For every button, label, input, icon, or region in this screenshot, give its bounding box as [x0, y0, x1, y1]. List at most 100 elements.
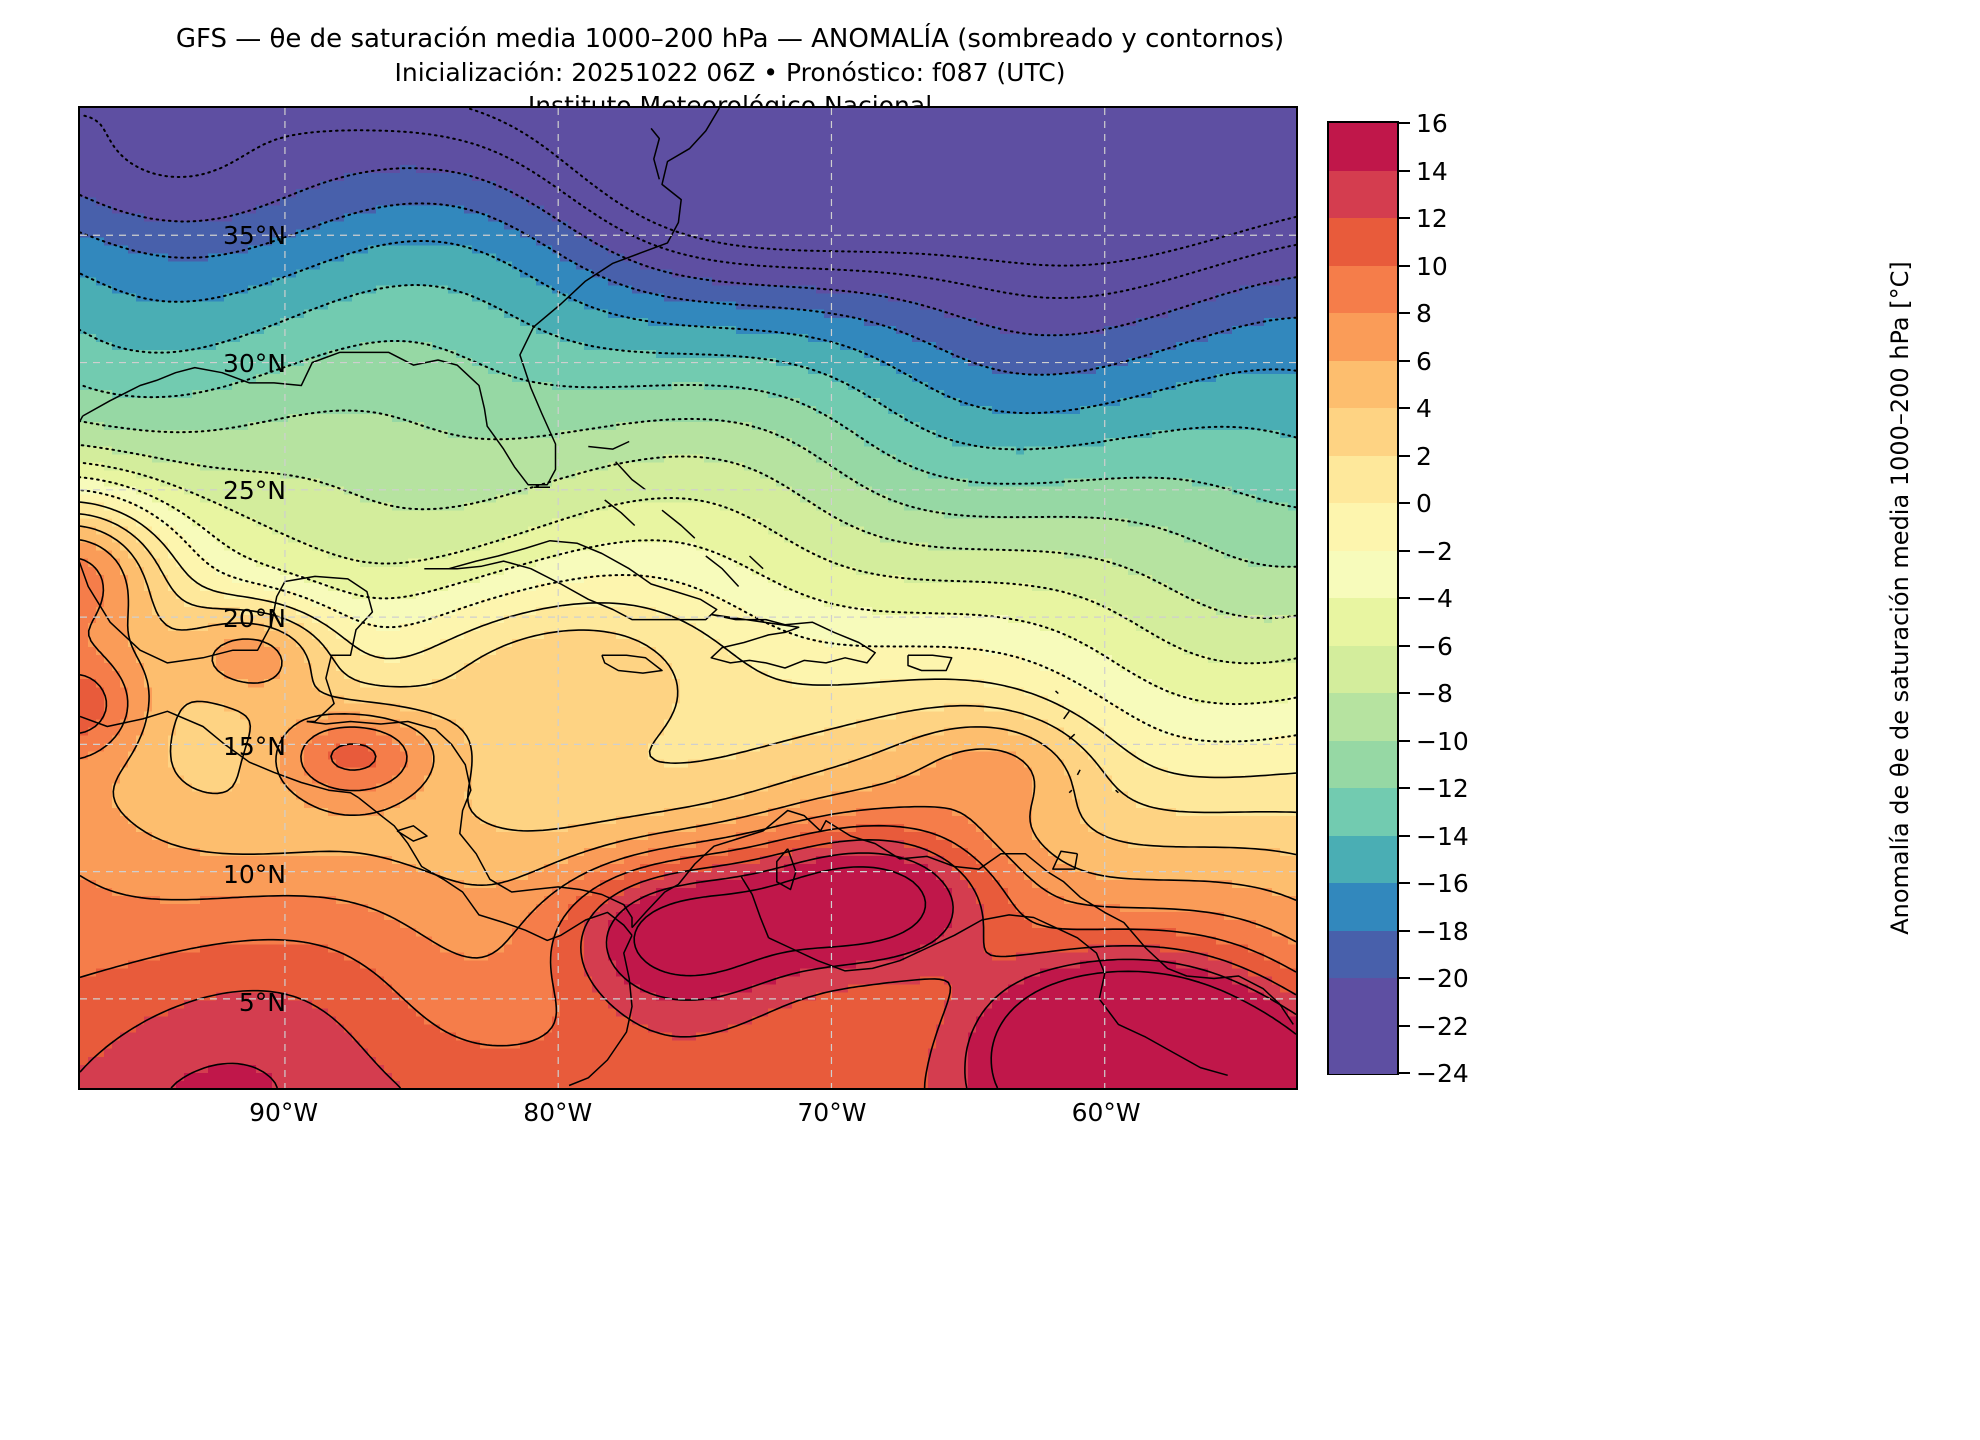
- colorbar-tick-label: 8: [1416, 299, 1432, 328]
- colorbar-tick-label: −12: [1416, 774, 1469, 803]
- colorbar-tick-mark: [1399, 169, 1410, 172]
- coastline: [568, 934, 633, 1087]
- colorbar-tick-mark: [1399, 597, 1410, 599]
- colorbar-segment: [1329, 313, 1397, 362]
- coastline: [1068, 789, 1073, 794]
- positive-contour: [80, 539, 1296, 901]
- coastline: [768, 914, 1228, 1077]
- negative-contour: [80, 489, 1296, 743]
- coastline: [1076, 769, 1081, 776]
- figure-title-block: GFS — θe de saturación media 1000–200 hP…: [0, 22, 1460, 122]
- longitude-tick-label: 80°W: [523, 1098, 593, 1127]
- colorbar-tick-mark: [1399, 502, 1410, 504]
- colorbar-tick-mark: [1399, 217, 1410, 219]
- colorbar-tick-label: −20: [1416, 964, 1469, 993]
- colorbar-tick-label: −4: [1416, 584, 1453, 613]
- coastline: [907, 654, 953, 672]
- colorbar-tick-mark: [1399, 312, 1410, 314]
- colorbar-segment: [1329, 123, 1397, 172]
- colorbar-tick-mark: [1399, 407, 1410, 409]
- latitude-tick-label: 30°N: [222, 348, 286, 378]
- coastline: [1063, 710, 1070, 720]
- colorbar-tick-mark: [1399, 644, 1410, 647]
- positive-contour: [80, 805, 1296, 959]
- positive-contour: [80, 501, 1296, 779]
- colorbar-tick-label: 16: [1416, 109, 1448, 138]
- coastline: [1068, 733, 1076, 740]
- longitude-tick-label: 60°W: [1071, 1098, 1141, 1127]
- coastline: [740, 876, 770, 939]
- colorbar-tick-label: 2: [1416, 441, 1432, 471]
- coastline: [601, 654, 663, 674]
- colorbar-tick-label: −14: [1416, 821, 1469, 851]
- positive-contour: [633, 866, 927, 977]
- latitude-tick-label: 20°N: [222, 604, 286, 634]
- negative-contour: [80, 461, 1296, 665]
- colorbar-segment: [1329, 170, 1397, 219]
- negative-contour: [80, 283, 1296, 451]
- coastline: [80, 561, 374, 723]
- coastline: [306, 720, 633, 928]
- positive-contour: [275, 712, 435, 816]
- coastline: [776, 848, 797, 891]
- colorbar-segment: [1329, 1025, 1397, 1074]
- colorbar-tick-mark: [1399, 739, 1410, 742]
- colorbar-tick-label: −2: [1416, 536, 1453, 566]
- coastline: [1115, 789, 1119, 794]
- positive-contour: [80, 989, 402, 1088]
- colorbar-tick-mark: [1399, 549, 1410, 552]
- longitude-tick-label: 70°W: [797, 1098, 867, 1127]
- negative-contour: [80, 167, 1296, 337]
- colorbar-tick-mark: [1399, 692, 1410, 694]
- colorbar-tick-mark: [1399, 1072, 1410, 1074]
- map-contour-svg: [80, 108, 1296, 1088]
- colorbar-segment: [1329, 883, 1397, 932]
- colorbar-segment: [1329, 218, 1397, 267]
- negative-contour: [80, 240, 1296, 415]
- colorbar-segment: [1329, 978, 1397, 1027]
- latitude-tick-label: 10°N: [222, 859, 286, 889]
- positive-contour: [964, 958, 1296, 1088]
- coastline: [424, 539, 718, 621]
- positive-contour: [80, 558, 129, 760]
- colorbar-segment: [1329, 550, 1397, 599]
- colorbar-segment: [1329, 360, 1397, 409]
- colorbar: [1327, 121, 1399, 1075]
- colorbar-tick-mark: [1399, 454, 1410, 457]
- longitude-tick-label: 90°W: [249, 1098, 319, 1127]
- colorbar-segment: [1329, 645, 1397, 694]
- colorbar-segment: [1329, 930, 1397, 979]
- coastline: [588, 440, 630, 450]
- colorbar-tick-mark: [1399, 834, 1410, 837]
- colorbar-segment: [1329, 835, 1397, 884]
- coastline: [1054, 690, 1059, 695]
- positive-contour: [170, 1062, 279, 1088]
- colorbar-tick-mark: [1399, 977, 1410, 979]
- coastline-layer: [80, 108, 1294, 1087]
- positive-contour: [80, 824, 1296, 1047]
- colorbar-tick-label: −10: [1416, 726, 1469, 756]
- coastline: [604, 499, 636, 527]
- map-plot-area: [78, 106, 1298, 1090]
- contour-lines-layer: [80, 108, 1296, 1088]
- colorbar-tick-label: −22: [1416, 1011, 1469, 1041]
- colorbar-tick-label: 6: [1416, 346, 1432, 376]
- colorbar-tick-mark: [1399, 122, 1410, 124]
- coastline: [650, 127, 661, 180]
- coastline: [710, 613, 876, 669]
- colorbar-segment: [1329, 598, 1397, 647]
- negative-contour: [80, 340, 1296, 509]
- figure-title-line-1: GFS — θe de saturación media 1000–200 hP…: [175, 24, 1285, 54]
- coastline: [661, 509, 696, 539]
- colorbar-tick-mark: [1399, 264, 1410, 267]
- coastline: [358, 797, 633, 942]
- latitude-tick-label: 5°N: [238, 987, 286, 1017]
- colorbar-tick-mark: [1399, 1024, 1410, 1027]
- colorbar-segment: [1329, 788, 1397, 837]
- colorbar-tick-label: 0: [1416, 489, 1432, 518]
- colorbar-tick-label: −16: [1416, 869, 1469, 898]
- positive-contour: [330, 743, 377, 771]
- colorbar-segment: [1329, 740, 1397, 789]
- colorbar-tick-label: 10: [1416, 251, 1448, 281]
